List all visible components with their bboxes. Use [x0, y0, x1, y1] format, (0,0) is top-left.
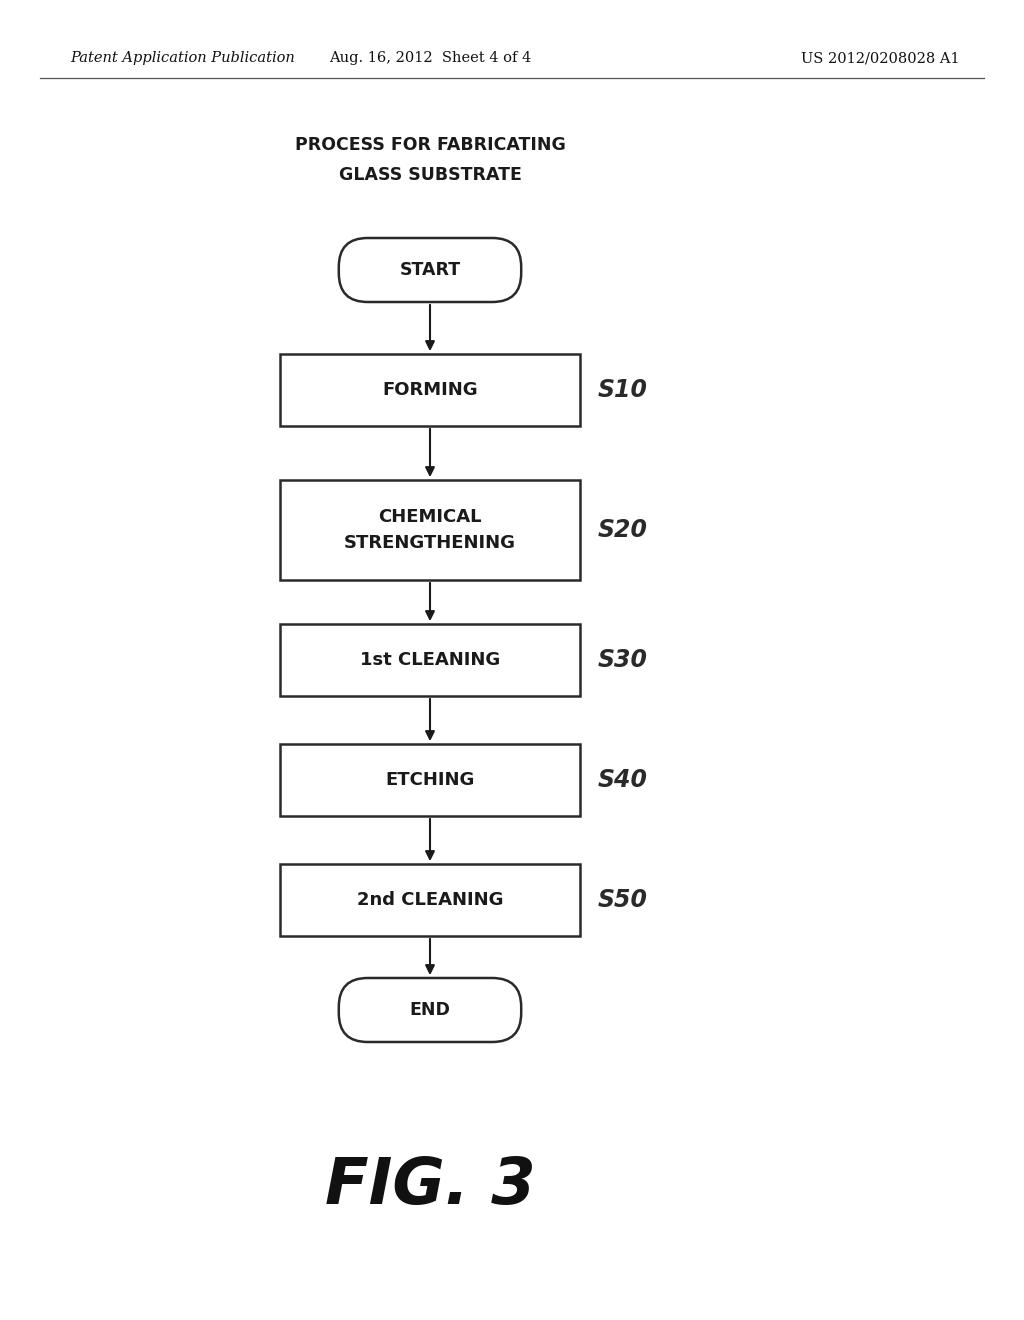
FancyBboxPatch shape [339, 238, 521, 302]
Text: PROCESS FOR FABRICATING: PROCESS FOR FABRICATING [295, 136, 565, 154]
Text: S40: S40 [598, 768, 648, 792]
Text: S10: S10 [598, 378, 648, 403]
Text: US 2012/0208028 A1: US 2012/0208028 A1 [802, 51, 961, 65]
Text: GLASS SUBSTRATE: GLASS SUBSTRATE [339, 166, 521, 183]
Text: S20: S20 [598, 517, 648, 543]
Text: CHEMICAL
STRENGTHENING: CHEMICAL STRENGTHENING [344, 508, 516, 552]
Text: ETCHING: ETCHING [385, 771, 475, 789]
FancyBboxPatch shape [280, 480, 580, 579]
Text: Aug. 16, 2012  Sheet 4 of 4: Aug. 16, 2012 Sheet 4 of 4 [329, 51, 531, 65]
Text: S30: S30 [598, 648, 648, 672]
FancyBboxPatch shape [280, 624, 580, 696]
FancyBboxPatch shape [280, 744, 580, 816]
Text: Patent Application Publication: Patent Application Publication [70, 51, 295, 65]
Text: START: START [399, 261, 461, 279]
Text: 1st CLEANING: 1st CLEANING [359, 651, 500, 669]
FancyBboxPatch shape [280, 865, 580, 936]
Text: S50: S50 [598, 888, 648, 912]
FancyBboxPatch shape [339, 978, 521, 1041]
FancyBboxPatch shape [280, 354, 580, 426]
Text: END: END [410, 1001, 451, 1019]
Text: 2nd CLEANING: 2nd CLEANING [356, 891, 503, 909]
Text: FORMING: FORMING [382, 381, 478, 399]
Text: FIG. 3: FIG. 3 [325, 1155, 536, 1217]
